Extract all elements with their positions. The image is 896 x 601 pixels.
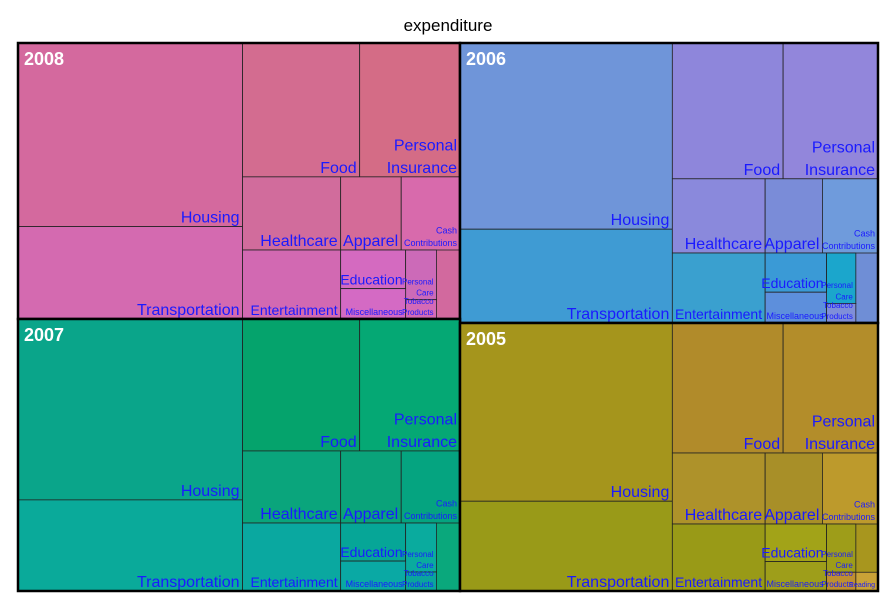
cell-2007-apparel [340, 450, 402, 524]
cell-2006-healthcare [671, 178, 766, 254]
cell-label-2005-transportation: Transportation [567, 574, 670, 591]
cell-2008-personal-insurance [359, 42, 461, 178]
cell-2007-food [242, 318, 361, 452]
cell-label-2007-healthcare: Healthcare [260, 506, 337, 523]
cell-label-2008-apparel: Apparel [343, 233, 398, 250]
cell-label-2005-education: Education [761, 545, 823, 561]
cell-2006-food [671, 42, 784, 180]
cell-label-2007-apparel: Apparel [343, 506, 398, 523]
cell-2005-entertainment [671, 523, 766, 592]
treemap-group-2007: Housing Transportation Food Personal Insuran… [16, 317, 462, 593]
cell-label-2006-transportation: Transportation [567, 306, 670, 323]
cell-2005-cash-contributions [822, 452, 879, 525]
cell-label-2006-personal-care: Personal Care [821, 281, 853, 301]
cell-label-2006-miscellaneous: Miscellaneous [767, 311, 825, 321]
cell-label-2008-personal-care: Personal Care [402, 277, 434, 297]
cell-2008-healthcare [242, 176, 342, 251]
cell-label-2006-entertainment: Entertainment [675, 306, 762, 322]
cell-label-2008-housing: Housing [181, 210, 240, 227]
cell-label-2005-cash-contributions: Cash Contributions [822, 499, 876, 522]
cell-label-2008-food: Food [320, 160, 356, 177]
cell-2007-entertainment [242, 522, 342, 592]
cell-label-2006-food: Food [744, 162, 780, 179]
cell-label-2007-personal-care: Personal Care [402, 550, 434, 570]
cell-2005-transportation [459, 500, 673, 592]
cell-label-2005-tobacco-products: Tobacco Products [821, 569, 853, 589]
cell-label-2008-miscellaneous: Miscellaneous [346, 307, 404, 317]
cell-label-2007-education: Education [340, 544, 402, 560]
cell-2005-education [764, 523, 827, 562]
cell-label-2005-apparel: Apparel [764, 507, 819, 524]
cell-label-2005-miscellaneous: Miscellaneous [767, 579, 825, 589]
treemap-group-2006: Housing Transportation Food Personal Insuran… [458, 41, 880, 325]
cell-label-2008-personal-insurance: Personal Insurance [387, 137, 457, 176]
cell-2008-housing [17, 42, 243, 227]
cell-2008-transportation [17, 226, 243, 320]
cell-label-2007-tobacco-products: Tobacco Products [402, 569, 434, 589]
group-label-2007: 2007 [24, 325, 64, 345]
cell-label-2008-healthcare: Healthcare [260, 233, 337, 250]
cell-2007-transportation [17, 499, 243, 592]
chart-title: expenditure [403, 16, 493, 35]
cell-2006-education [764, 252, 827, 293]
cell-2005-personal-care [826, 523, 857, 573]
cell-2007-personal-insurance [359, 318, 461, 452]
cell-label-2005-healthcare: Healthcare [685, 507, 762, 524]
cell-2006-personal-insurance [782, 42, 879, 180]
cell-2008-miscellaneous [340, 288, 407, 320]
cell-2005-food [671, 322, 784, 454]
cell-label-2006-personal-insurance: Personal Insurance [805, 139, 875, 178]
cell-2008-food [242, 42, 361, 178]
cell-label-2007-entertainment: Entertainment [250, 574, 337, 590]
cell-label-2008-entertainment: Entertainment [250, 302, 337, 318]
cell-label-2008-cash-contributions: Cash Contributions [404, 225, 458, 248]
cell-label-2006-housing: Housing [611, 212, 670, 229]
cell-label-2005-personal-insurance: Personal Insurance [805, 414, 875, 453]
cell-2006-miscellaneous [764, 291, 827, 324]
cell-2006-housing [459, 42, 673, 230]
cell-label-2006-education: Education [761, 275, 823, 291]
treemap-group-2008: Housing Transportation Food Personal Insuran… [16, 41, 462, 321]
cell-label-2005-reading: Reading [849, 582, 875, 589]
cell-label-2006-cash-contributions: Cash Contributions [822, 228, 876, 251]
cell-2005-personal-insurance [782, 322, 879, 454]
group-label-2006: 2006 [466, 49, 506, 69]
cell-label-2006-tobacco-products: Tobacco Products [821, 301, 853, 321]
treemap-group-2005: Housing Transportation Food Personal Insuran… [458, 321, 880, 593]
group-border-2005 [458, 321, 880, 593]
cell-label-2007-miscellaneous: Miscellaneous [346, 579, 404, 589]
cell-label-2005-housing: Housing [611, 484, 670, 501]
cell-label-2008-education: Education [340, 272, 402, 288]
cell-label-2008-transportation: Transportation [137, 302, 240, 319]
cell-2005-apparel [764, 452, 823, 525]
cell-label-2007-cash-contributions: Cash Contributions [404, 498, 458, 521]
cell-label-2005-personal-care: Personal Care [821, 550, 853, 570]
group-label-2005: 2005 [466, 329, 506, 349]
cell-label-2006-healthcare: Healthcare [685, 236, 762, 253]
cell-label-2007-transportation: Transportation [137, 574, 240, 591]
cell-label-2007-food: Food [320, 434, 356, 451]
cell-2007-healthcare [242, 450, 342, 524]
cell-2005-housing [459, 322, 673, 502]
group-label-2008: 2008 [24, 49, 64, 69]
cell-2007-personal-care [405, 522, 437, 573]
cell-label-2005-food: Food [744, 436, 780, 453]
cell-2006-personal-care [826, 252, 857, 304]
cell-label-2007-personal-insurance: Personal Insurance [387, 412, 457, 451]
cell-2006-transportation [459, 228, 673, 324]
cell-label-2007-housing: Housing [181, 483, 240, 500]
cell-2008-education [340, 249, 407, 290]
cell-2007-housing [17, 318, 243, 501]
cell-label-2005-entertainment: Entertainment [675, 574, 762, 590]
cell-label-2006-apparel: Apparel [764, 236, 819, 253]
cell-label-2008-tobacco-products: Tobacco Products [402, 297, 434, 317]
